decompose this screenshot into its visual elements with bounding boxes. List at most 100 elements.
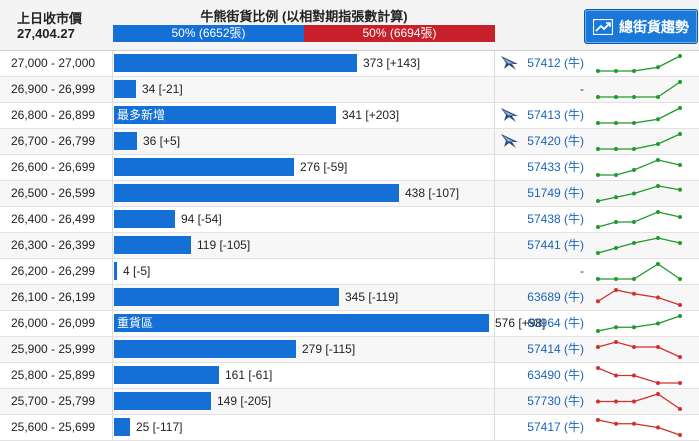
warrant-code-link[interactable]: 57413 (牛) [527,108,584,122]
warrant-code-link[interactable]: 51749 (牛) [527,186,584,200]
sparkline-point [596,299,600,304]
sparkline-point [596,329,600,333]
quantity-bar [114,54,357,72]
warrant-code-link[interactable]: 57417 (牛) [527,420,584,434]
warrant-code-link[interactable]: 57441 (牛) [527,238,584,252]
table-row: 26,100 - 26,199 345 [-119] 63689 (牛) [0,285,699,311]
column-divider [494,389,495,414]
warrant-code-link[interactable]: 63689 (牛) [527,290,584,304]
warrant-code-link[interactable]: 57412 (牛) [527,56,584,70]
strike-range: 26,800 - 26,899 [11,108,96,122]
column-divider [112,129,113,154]
column-divider [494,51,495,76]
column-divider [494,311,495,336]
trend-sparkline [596,340,682,359]
trend-sparkline [596,418,682,437]
trend-sparkline [596,288,682,307]
quantity-change: 36 [+5] [143,134,181,148]
strike-range: 25,900 - 25,999 [11,342,96,356]
column-divider [494,285,495,310]
strike-range: 26,100 - 26,199 [11,290,96,304]
table-row: 25,900 - 25,999 279 [-115] 57414 (牛) [0,337,699,363]
warrant-code-link[interactable]: 63490 (牛) [527,368,584,382]
bull-ratio-segment: 50% (6652張) [113,25,304,42]
stingray-flag-icon [500,133,520,152]
sparkline-point [656,392,660,396]
sparkline-point [632,121,636,125]
warrant-code-link[interactable]: 57730 (牛) [527,394,584,408]
quantity-bar [114,288,339,306]
column-divider [112,259,113,284]
quantity-bar [114,184,399,202]
line-chart-icon [593,18,613,35]
sparkline-line [597,185,681,202]
sparkline-line [598,81,681,98]
sparkline-point [596,173,600,177]
sparkline-point [632,373,636,378]
quantity-bar [114,132,137,150]
bar-tag-label: 重貨區 [117,316,154,330]
warrant-code-link[interactable]: 57433 (牛) [527,160,584,174]
no-warrant-placeholder: - [580,82,584,96]
sparkline-line [597,237,681,254]
sparkline-point [632,277,636,281]
warrant-code-link[interactable]: 57414 (牛) [527,342,584,356]
sparkline-point [614,325,618,330]
sparkline-point [614,340,618,344]
column-divider [494,337,495,362]
strike-range-table: 27,000 - 27,000 373 [+143] 57412 (牛) 26,900… [0,51,699,441]
sparkline-point [678,381,682,385]
trend-sparkline [596,392,682,411]
bar-tag-label: 最多新增 [117,108,166,122]
table-row: 26,000 - 26,099 重貨區 576 [+98] 63964 (牛) [0,311,699,337]
sparkline-point [656,236,660,240]
column-divider [494,259,495,284]
quantity-change: 4 [-5] [123,264,151,278]
prev-close-label: 上日收市價 [17,11,83,26]
sparkline-point [614,195,618,200]
overall-trend-button[interactable]: 總街貨趨勢 [584,9,698,44]
column-divider [112,415,113,440]
sparkline-point [632,325,636,330]
stingray-flag-icon [500,55,520,74]
sparkline-point [656,65,660,70]
warrant-code-link[interactable]: 63964 (牛) [527,316,584,330]
sparkline-point [614,69,618,73]
strike-range: 26,900 - 26,999 [11,82,96,96]
overall-trend-label: 總街貨趨勢 [619,18,689,35]
table-row: 26,500 - 26,599 438 [-107] 51749 (牛) [0,181,699,207]
sparkline-point [614,399,618,404]
sparkline-point [678,54,682,58]
quantity-change: 345 [-119] [345,290,399,304]
sparkline-point [632,345,636,349]
sparkline-point [656,295,660,300]
strike-range: 25,600 - 25,699 [11,420,96,434]
sparkline-point [656,425,660,430]
table-row: 26,800 - 26,899 最多新增 341 [+203] 57413 (牛) [0,103,699,129]
trend-sparkline [596,80,682,99]
sparkline-point [678,407,682,411]
sparkline-point [656,184,660,188]
sparkline-point [656,117,660,122]
strike-range: 26,700 - 26,799 [11,134,96,148]
table-row: 26,900 - 26,999 34 [-21] - [0,77,699,103]
quantity-change: 25 [-117] [136,420,183,434]
column-divider [494,415,495,440]
quantity-change: 94 [-54] [181,212,222,226]
table-row: 26,300 - 26,399 119 [-105] 57441 (牛) [0,233,699,259]
table-row: 27,000 - 27,000 373 [+143] 57412 (牛) [0,51,699,77]
column-divider [112,285,113,310]
table-row: 26,600 - 26,699 276 [-59] 57433 (牛) [0,155,699,181]
table-row: 25,700 - 25,799 149 [-205] 57730 (牛) [0,389,699,415]
sparkline-point [656,158,660,162]
quantity-bar [114,210,175,228]
warrant-code-link[interactable]: 57420 (牛) [527,134,584,148]
table-row: 25,600 - 25,699 25 [-117] 57417 (牛) [0,415,699,441]
strike-range: 25,700 - 25,799 [11,394,96,408]
sparkline-point [678,314,682,318]
sparkline-point [596,399,600,404]
sparkline-point [632,191,636,196]
sparkline-point [632,399,636,404]
warrant-code-link[interactable]: 57438 (牛) [527,212,584,226]
sparkline-point [614,173,618,177]
